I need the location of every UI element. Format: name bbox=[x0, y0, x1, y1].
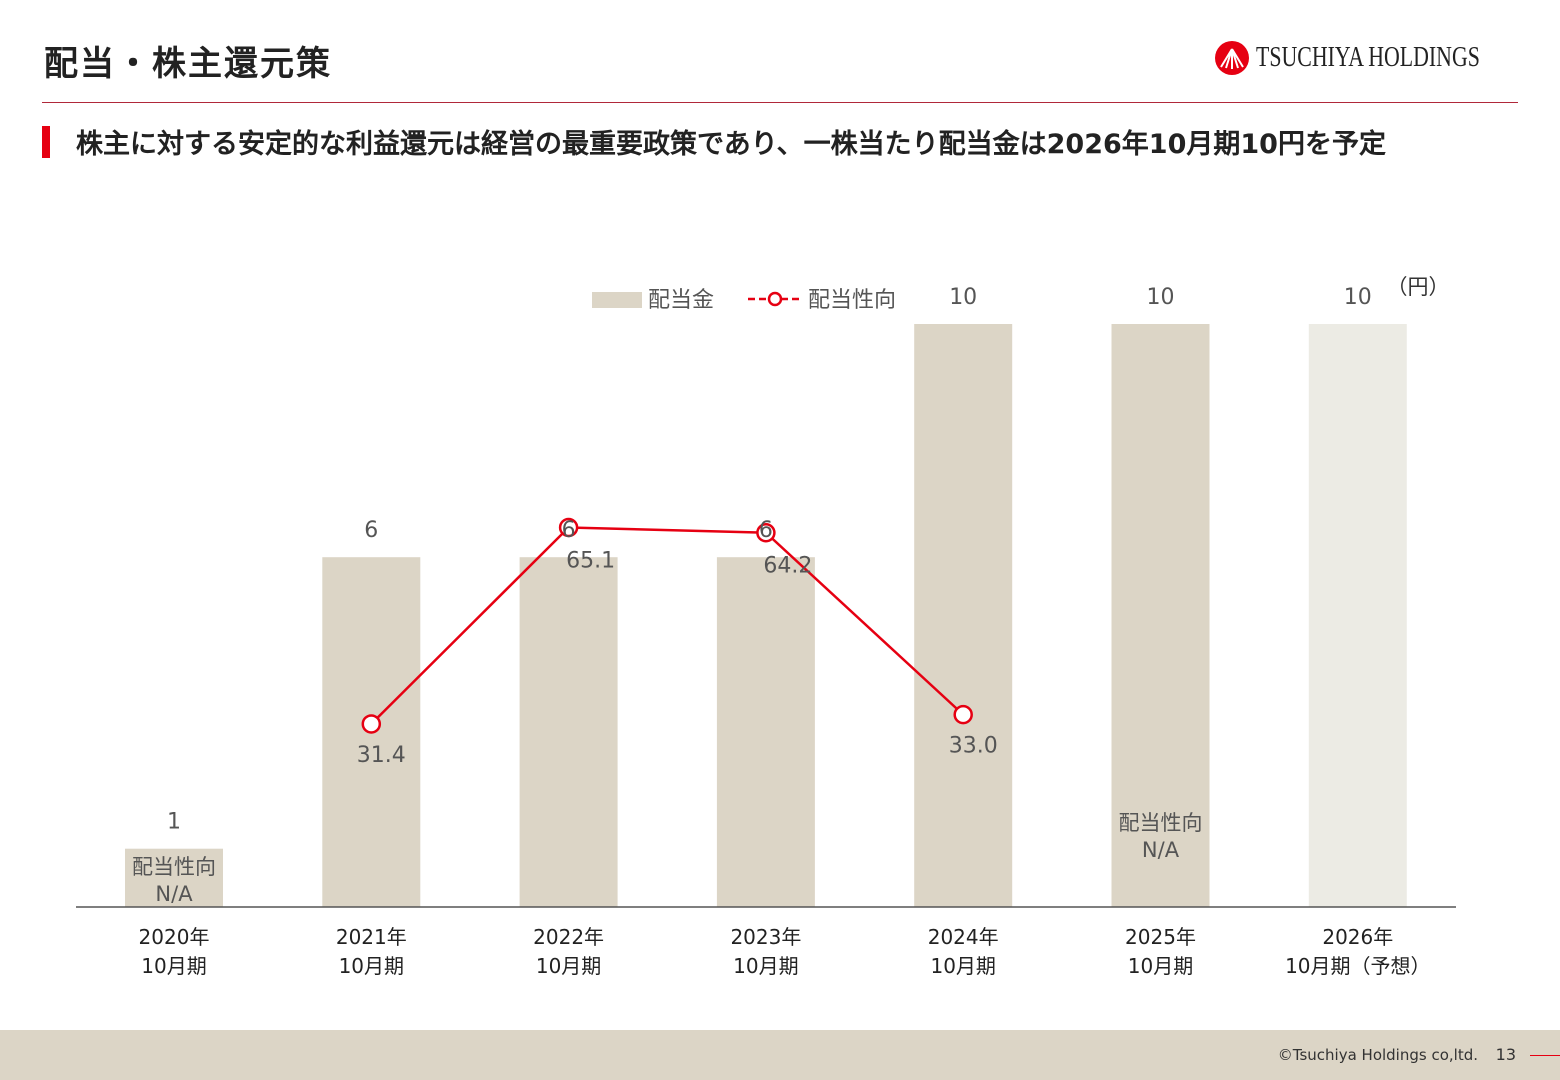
x-tick-label: 10月期 bbox=[141, 954, 206, 978]
data-labels: 1 6 6 6 10 10 10 配当性向 N/A 配当性向 N/A 31.4 65.1 64.2 33.0 bbox=[132, 285, 1372, 906]
x-tick-label: 2022年 bbox=[533, 925, 604, 949]
x-tick-label: 2026年 bbox=[1322, 925, 1393, 949]
bar-value-label: 10 bbox=[1344, 285, 1372, 310]
legend-bar-label: 配当金 bbox=[648, 288, 714, 313]
subtitle: 株主に対する安定的な利益還元は経営の最重要政策であり、一株当たり配当金は2026… bbox=[76, 129, 1386, 160]
payout-ratio-point bbox=[756, 522, 776, 543]
unit-label: （円） bbox=[1387, 275, 1450, 299]
bar-5 bbox=[1111, 324, 1210, 907]
x-tick-label: 10月期 bbox=[930, 954, 995, 978]
payout-ratio-line bbox=[370, 526, 965, 725]
logo-text: TSUCHIYA HOLDINGS bbox=[1256, 42, 1480, 73]
bar-value-label: 6 bbox=[562, 518, 576, 543]
payout-ratio-point bbox=[558, 517, 579, 538]
dividend-chart: 配当金 配当性向（円） 16 6 610 10 10配当性向N/A配当性向N/A31.46… bbox=[76, 275, 1456, 978]
legend-bar-swatch bbox=[592, 292, 642, 308]
x-tick-label: 2025年 bbox=[1125, 925, 1196, 949]
subtitle-marker bbox=[42, 125, 50, 158]
page-title: 配当・株主還元策 bbox=[44, 44, 332, 84]
payout-ratio-label: 65.1 bbox=[566, 548, 615, 573]
page-number: 13 bbox=[1495, 1045, 1516, 1064]
x-tick-label: 10月期 bbox=[733, 954, 798, 978]
chart-legend: 配当金 配当性向 （円） bbox=[592, 275, 1450, 313]
bar-4 bbox=[914, 324, 1013, 907]
bar-2 bbox=[519, 557, 618, 907]
company-logo: TSUCHIYA HOLDINGS bbox=[1214, 40, 1518, 76]
x-tick-label: 10月期（予想） bbox=[1285, 954, 1430, 978]
bar-0 bbox=[125, 848, 223, 907]
na-note-label: N/A bbox=[155, 882, 193, 906]
tsuchiya-logo-icon bbox=[1215, 41, 1249, 75]
x-tick-label: 10月期 bbox=[536, 954, 601, 978]
bar-value-label: 6 bbox=[759, 518, 773, 543]
na-note-label: N/A bbox=[1142, 838, 1180, 862]
bar-series bbox=[125, 324, 1407, 907]
bar-value-label: 1 bbox=[167, 810, 181, 835]
x-axis: 2020年 10月期 2021年 10月期 2022年 10月期 2023年 10月期 2024… bbox=[76, 906, 1456, 978]
legend-line-marker bbox=[767, 291, 783, 307]
bar-6 bbox=[1308, 324, 1407, 907]
payout-ratio-label: 31.4 bbox=[357, 743, 406, 768]
x-tick-label: 2020年 bbox=[139, 925, 210, 949]
subtitle-block: 株主に対する安定的な利益還元は経営の最重要政策であり、一株当たり配当金は2026… bbox=[42, 122, 1386, 161]
legend-line-label: 配当性向 bbox=[808, 288, 896, 313]
payout-ratio-label: 64.2 bbox=[763, 554, 812, 579]
x-tick-label: 2021年 bbox=[336, 925, 407, 949]
payout-ratio-point bbox=[953, 704, 973, 725]
x-tick-label: 10月期 bbox=[339, 954, 404, 978]
x-tick-label: 2023年 bbox=[730, 925, 801, 949]
na-note-label: 配当性向 bbox=[1119, 811, 1203, 835]
bar-value-label: 6 bbox=[364, 518, 378, 543]
footer-band bbox=[0, 1030, 1560, 1080]
x-tick-label: 10月期 bbox=[1128, 954, 1193, 978]
page-number-rule bbox=[1530, 1055, 1560, 1056]
copyright: ©Tsuchiya Holdings co,ltd. bbox=[1277, 1046, 1478, 1064]
bar-value-label: 10 bbox=[1147, 285, 1175, 310]
x-tick-label: 2024年 bbox=[928, 925, 999, 949]
bar-3 bbox=[716, 557, 815, 907]
bar-value-label: 10 bbox=[949, 285, 977, 310]
payout-ratio-label: 33.0 bbox=[949, 734, 998, 759]
line-series bbox=[361, 517, 973, 734]
header-divider bbox=[42, 102, 1518, 103]
payout-ratio-point bbox=[361, 714, 382, 734]
na-note-label: 配当性向 bbox=[132, 855, 216, 879]
